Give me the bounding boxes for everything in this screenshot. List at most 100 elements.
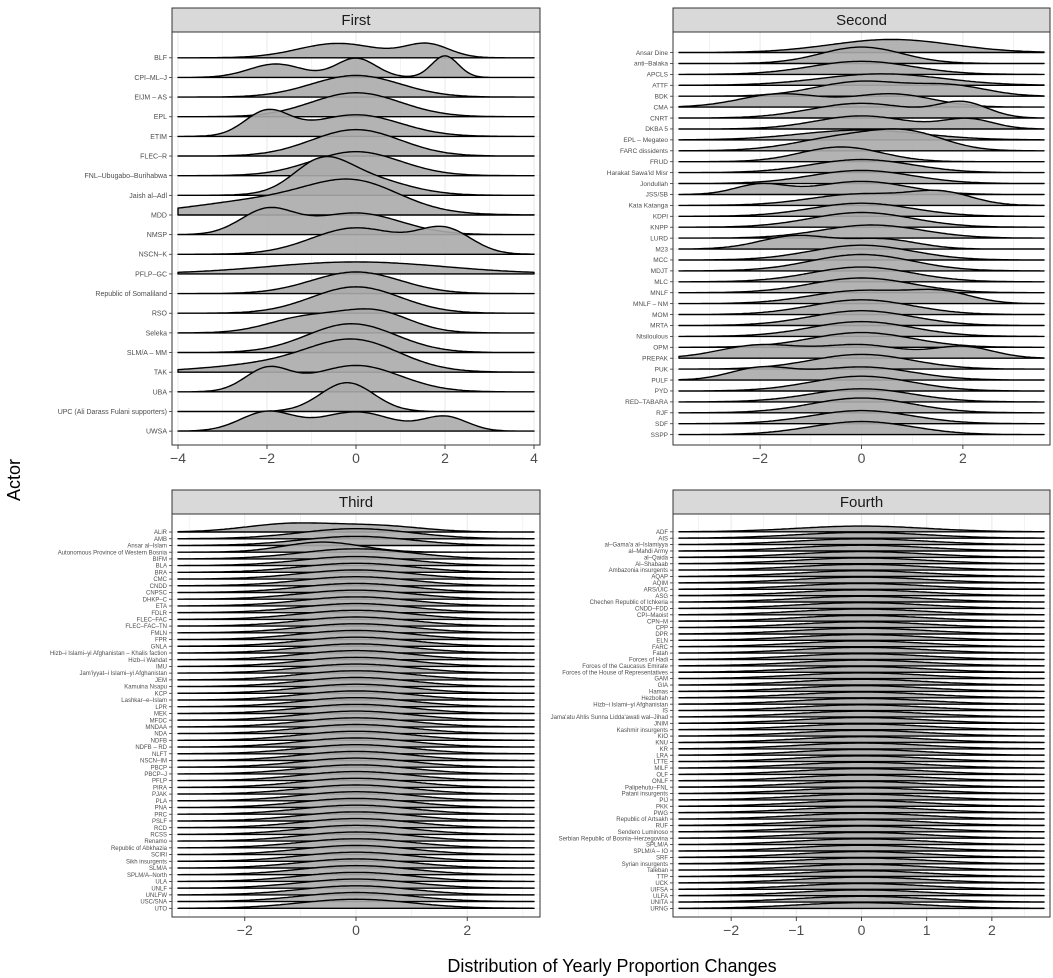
ridge-density-fourth xyxy=(678,902,1045,910)
y-tick-label: Jondullah xyxy=(640,181,668,188)
y-tick-label: Ntsiloulous xyxy=(636,334,669,341)
y-tick-label: UPC (Ali Darass Fulani supporters) xyxy=(58,409,167,416)
y-tick-label: M23 xyxy=(655,246,668,253)
ridge-density-third xyxy=(177,817,535,829)
panel-first: First BLF CPI–ML–J EIJM – AS EPL ETIM FLEC–R FN… xyxy=(58,7,541,466)
ridge-density-third xyxy=(177,535,535,547)
y-tick-label: PYD xyxy=(655,388,669,395)
y-tick-label: RCD xyxy=(154,826,168,832)
y-tick-label: UNLF xyxy=(151,886,167,892)
ridge-density-third xyxy=(177,744,535,755)
y-tick-label: KNPP xyxy=(650,224,668,231)
x-tick-label: −2 xyxy=(723,922,739,938)
ridge-density-third xyxy=(177,548,535,560)
panel-title-fourth: Fourth xyxy=(840,494,883,511)
y-tick-label: CNDD–FDD xyxy=(635,607,669,613)
y-tick-label: Hamas xyxy=(649,690,668,696)
ridge-density-third xyxy=(177,576,535,587)
y-tick-label: AMB xyxy=(154,537,167,543)
ridge-density-first xyxy=(177,206,535,236)
ridge-density-third xyxy=(177,670,535,681)
ridge-density-third xyxy=(177,690,535,701)
y-tick-label: FARC dissidents xyxy=(620,148,669,155)
y-tick-label: PSLF xyxy=(152,819,167,825)
ridge-density-fourth xyxy=(678,665,1045,673)
y-tick-label: OLF xyxy=(656,772,668,778)
y-tick-label: FNL–Ubugabo–Burihabwa xyxy=(85,173,168,180)
y-tick-label: CNRT xyxy=(650,115,668,122)
y-tick-label: FPR xyxy=(155,638,168,644)
ridge-density-second xyxy=(678,343,1045,359)
y-tick-label: JNIM xyxy=(654,721,668,727)
y-tick-label: Seleka xyxy=(146,330,168,337)
y-tick-label: SRF xyxy=(656,855,668,861)
y-tick-label: UNITA xyxy=(650,900,668,906)
y-tick-label: al–Gama'a al–Islamiyya xyxy=(604,543,668,549)
y-tick-label: IMU xyxy=(156,665,167,671)
ridge-density-third xyxy=(177,528,535,540)
ridge-density-second xyxy=(678,46,1045,65)
ridge-density-second xyxy=(678,420,1045,436)
ridge-density-fourth xyxy=(678,825,1045,833)
y-tick-label: Serbian Republic of Bosnia–Herzegovina xyxy=(559,836,669,842)
ridge-density-fourth xyxy=(678,685,1045,693)
y-tick-label: Autonomous Province of Western Bosnia xyxy=(58,550,168,556)
ridge-density-third xyxy=(177,629,535,641)
ridge-density-fourth xyxy=(678,857,1045,865)
y-tick-label: KR xyxy=(660,747,669,753)
ridge-density-fourth xyxy=(678,582,1045,590)
y-tick-label: Hizb–i Islami–yi Afghanistan xyxy=(593,702,668,708)
ridge-density-first xyxy=(177,108,535,138)
ridge-density-third xyxy=(177,596,535,607)
ridge-density-third xyxy=(177,649,535,661)
ridge-density-third xyxy=(177,864,535,876)
y-tick-label: Hizb–i Islami–yi Afghanistan – Khalis fa… xyxy=(50,651,167,657)
y-tick-label: Al–Shabaab xyxy=(635,562,668,568)
ridge-density-fourth xyxy=(678,557,1045,565)
ridge-density-fourth xyxy=(678,550,1045,559)
y-tick-label: Jam'iyyat–i Islami–yi Afghanistan xyxy=(79,671,167,677)
y-tick-label: al–Mahdi Army xyxy=(628,549,668,555)
y-tick-label: NDA xyxy=(154,732,167,738)
y-tick-label: UBA xyxy=(153,389,168,396)
ridge-density-third xyxy=(177,750,535,762)
ridge-density-first xyxy=(177,128,535,157)
y-tick-label: MLC xyxy=(654,279,668,286)
ridge-density-third xyxy=(177,851,535,862)
panel-strip-third xyxy=(171,489,541,515)
y-tick-label: UCK xyxy=(655,881,668,887)
ridge-density-third xyxy=(177,717,535,728)
ridge-density-second xyxy=(678,244,1045,261)
ridge-density-fourth xyxy=(678,602,1045,610)
y-tick-label: RED–TABARA xyxy=(625,399,669,406)
x-tick-label: 4 xyxy=(530,450,538,466)
y-tick-label: CPN–M xyxy=(647,619,668,625)
x-tick-label: −2 xyxy=(752,450,768,466)
ridge-density-fourth xyxy=(678,576,1045,584)
ridge-density-fourth xyxy=(678,544,1045,552)
ridge-density-third xyxy=(177,663,535,674)
ridge-density-fourth xyxy=(678,748,1045,756)
y-tick-label: KDPI xyxy=(653,214,668,221)
y-tick-label: ULFA xyxy=(653,894,668,900)
y-tick-label: Harakat Sawa'id Misr xyxy=(607,170,669,177)
y-tick-label: SPLM/A–North xyxy=(127,873,167,879)
ridge-density-first xyxy=(177,261,535,275)
ridge-density-first xyxy=(177,42,535,59)
y-tick-label: Sendero Luminoso xyxy=(618,830,669,836)
ridge-density-fourth xyxy=(678,640,1045,648)
y-tick-label: UIFSA xyxy=(650,887,668,893)
ridge-density-third xyxy=(177,838,535,849)
y-tick-label: Republic of Somaliland xyxy=(95,291,167,298)
ridge-density-third xyxy=(177,804,535,815)
y-tick-label: FRUD xyxy=(650,159,668,166)
y-tick-label: NDFB xyxy=(151,738,167,744)
ridge-density-third xyxy=(177,777,535,789)
y-tick-label: JEM xyxy=(155,678,167,684)
y-tick-label: Taleban xyxy=(647,868,668,874)
ridge-density-second xyxy=(678,60,1045,76)
ridge-density-fourth xyxy=(678,876,1045,884)
y-tick-label: Forces of Hadi xyxy=(629,658,668,664)
y-tick-label: NDFB – RD xyxy=(135,745,167,751)
